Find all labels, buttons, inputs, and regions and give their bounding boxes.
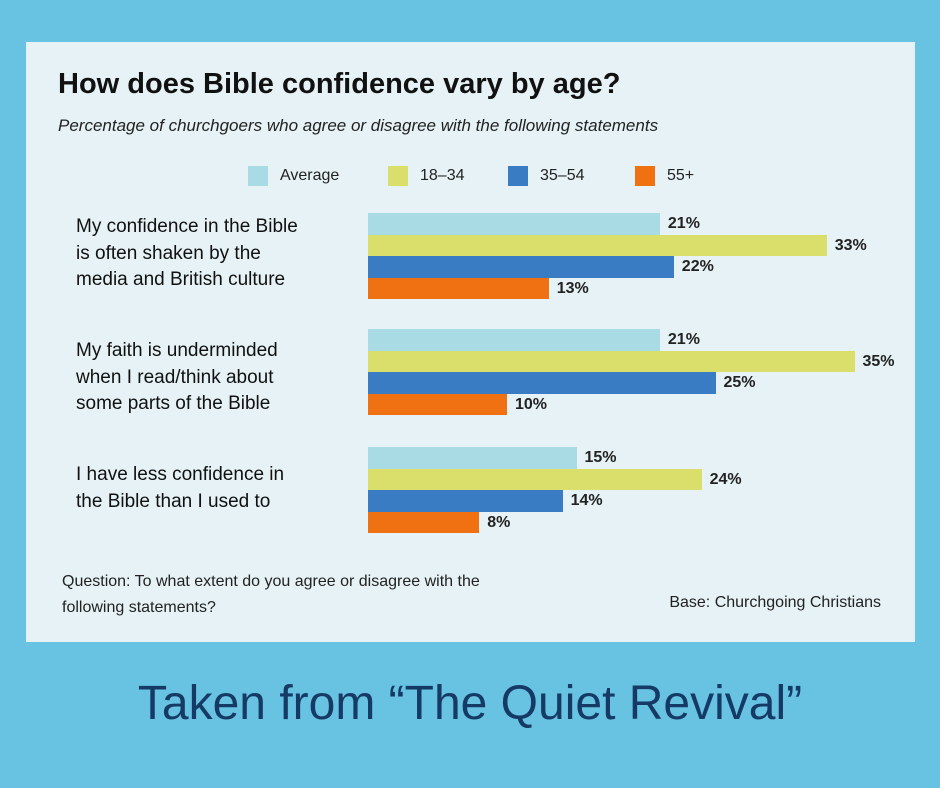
bar-3-18-34 [368,468,702,490]
category-label-line: I have less confidence in [76,464,285,485]
bar-2-average [368,329,660,351]
chart-title: How does Bible confidence vary by age? [58,68,621,100]
legend-swatch [248,166,268,186]
category-label-line: the Bible than I used to [76,490,271,512]
chart-subtitle: Percentage of churchgoers who agree or d… [58,116,659,135]
bar-1-18-34 [368,234,827,256]
question-note: Question: To what extent do you agree or… [62,573,480,616]
category-label-media: My confidence in the Bible is often shak… [76,214,366,294]
legend-swatch [635,166,655,186]
legend-label: 18–34 [420,167,465,185]
legend-swatch [388,166,408,186]
category-label-line: some parts of the Bible [76,393,271,414]
legend-label: Average [280,167,340,185]
data-label: 21% [667,331,700,348]
bar-1-average [368,213,660,235]
category-label-line: when I read/think about [76,366,274,388]
category-label-less-confidence: I have less confidence in the Bible than… [76,462,366,515]
bar-2-35-54 [368,372,716,394]
category-label-line: is often shaken by the [76,242,261,264]
legend-item-55-plus: 55+ [635,166,694,186]
data-label: 8% [487,513,511,531]
data-label: 25% [723,374,756,391]
data-label: 21% [667,215,700,232]
category-label-line: My confidence in the Bible [76,216,298,237]
data-label: 33% [834,236,867,254]
data-label: 24% [709,470,742,488]
legend-item-35-54: 35–54 [508,166,585,186]
base-note: Base: Churchgoing Christians [669,594,881,611]
bar-3-35-54 [368,490,563,512]
legend-label: 35–54 [540,167,585,185]
data-label: 35% [862,352,895,370]
category-label-line: media and British culture [76,269,286,290]
legend-swatch [508,166,528,186]
bar-1-55- [368,277,549,299]
bar-1-35-54 [368,256,674,278]
data-label: 13% [556,279,589,297]
data-label: 22% [681,258,714,275]
bar-2-55- [368,393,507,415]
bar-3-55- [368,511,480,533]
chart-card: How does Bible confidence vary by age? P… [26,42,915,642]
data-label: 15% [584,449,617,466]
category-label-faith: My faith is underminded when I read/thin… [76,338,366,418]
legend-item-average: Average [248,166,339,186]
data-label: 14% [570,492,603,509]
data-label: 10% [515,395,548,413]
legend-label: 55+ [667,167,695,185]
bar-2-18-34 [368,350,855,372]
bar-3-average [368,447,577,469]
category-label-line: My faith is underminded [76,340,278,361]
legend-item-18-34: 18–34 [388,166,465,186]
caption: Taken from “The Quiet Revival” [137,677,803,730]
